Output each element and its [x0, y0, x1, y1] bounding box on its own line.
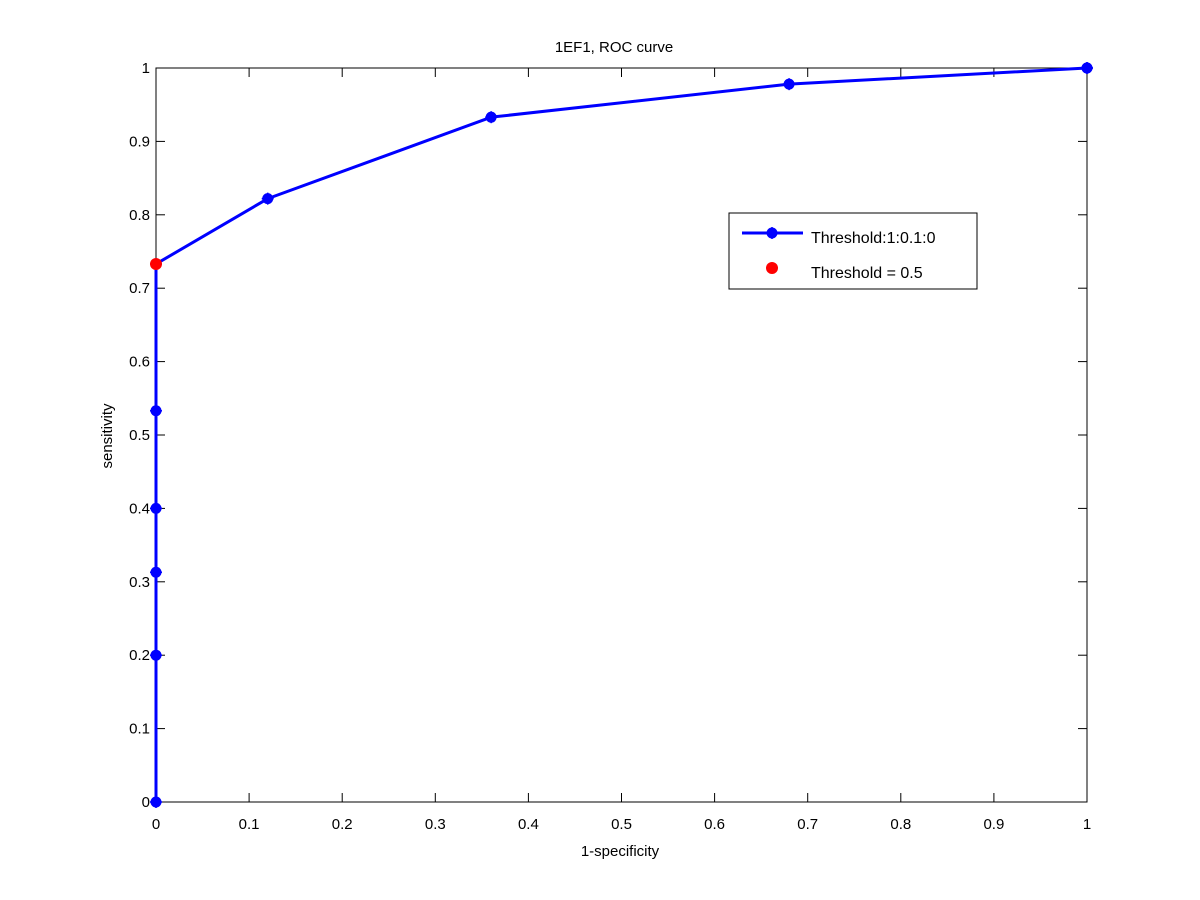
y-tick-label: 0.4 [129, 500, 150, 517]
y-tick-label: 0.3 [129, 574, 150, 591]
x-tick-labels: 0 0.1 0.2 0.3 0.4 0.5 0.6 0.7 0.8 0.9 1 [152, 816, 1091, 833]
roc-point [1081, 62, 1093, 74]
x-tick-label: 0 [152, 816, 160, 833]
x-tick-label: 0.3 [425, 816, 446, 833]
roc-point [485, 111, 498, 124]
legend-marker-roc [766, 227, 778, 239]
y-axis-label: sensitivity [99, 403, 116, 469]
x-axis-label: 1-specificity [581, 843, 660, 860]
x-tick-label: 1 [1083, 816, 1091, 833]
y-tick-label: 0.8 [129, 207, 150, 224]
legend-box [728, 212, 978, 290]
legend-sample-threshold [766, 262, 778, 274]
x-tick-label: 0.8 [890, 816, 911, 833]
y-tick-label: 0.2 [129, 647, 150, 664]
y-tick-label: 0 [142, 794, 150, 811]
x-tick-label: 0.1 [239, 816, 260, 833]
y-tick-label: 1 [142, 60, 150, 77]
x-tick-label: 0.2 [332, 816, 353, 833]
roc-point [150, 796, 162, 808]
series-layer [150, 62, 1093, 808]
legend-sample-roc [742, 227, 803, 239]
threshold-point [150, 257, 162, 270]
plot-area [155, 67, 1088, 803]
y-tick-label: 0.6 [129, 354, 150, 371]
legend-label-roc: Threshold:1:0.1:0 [811, 230, 936, 247]
y-tick-label: 0.9 [129, 133, 150, 150]
y-tick-label: 0.1 [129, 721, 150, 738]
x-tick-label: 0.6 [704, 816, 725, 833]
roc-point [783, 78, 796, 91]
roc-point [150, 566, 162, 579]
roc-point [150, 404, 162, 417]
roc-point [150, 502, 162, 515]
x-tick-label: 0.4 [518, 816, 539, 833]
roc-point [150, 649, 162, 662]
y-tick-label: 0.5 [129, 427, 150, 444]
legend-marker-threshold [766, 262, 778, 274]
roc-point [261, 192, 274, 205]
y-tick-labels: 0 0.1 0.2 0.3 0.4 0.5 0.6 0.7 0.8 0.9 1 [129, 60, 150, 811]
x-tick-label: 0.7 [797, 816, 818, 833]
legend: Threshold:1:0.1:0 Threshold = 0.5 [728, 212, 978, 290]
roc-curve-line [154, 66, 1088, 802]
chart-title: 1EF1, ROC curve [555, 39, 673, 56]
x-tick-label: 0.9 [983, 816, 1004, 833]
y-tick-label: 0.7 [129, 280, 150, 297]
legend-label-threshold: Threshold = 0.5 [811, 265, 923, 282]
x-tick-label: 0.5 [611, 816, 632, 833]
